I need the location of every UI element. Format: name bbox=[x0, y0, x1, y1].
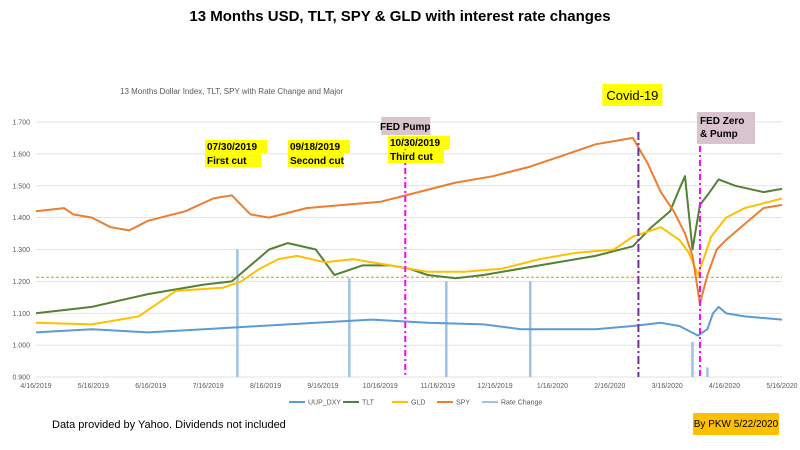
annotation-date: 10/30/2019 bbox=[390, 138, 440, 149]
series-line-spy bbox=[35, 136, 783, 305]
x-tick-label: 3/16/2020 bbox=[652, 383, 683, 390]
series-line-tlt bbox=[35, 175, 783, 315]
x-tick-label: 10/16/2019 bbox=[363, 383, 398, 390]
series-lines bbox=[35, 136, 783, 337]
y-tick-label: 1.200 bbox=[12, 279, 30, 286]
x-tick-label: 7/16/2019 bbox=[193, 383, 224, 390]
marker-label: FED Pump bbox=[380, 122, 431, 133]
annotation-text-bg bbox=[388, 150, 444, 163]
series-line-uup-dxy bbox=[35, 305, 783, 337]
y-tick-label: 1.000 bbox=[12, 343, 30, 350]
vertical-markers: FED Pump Covid-19 FED Zero & Pump bbox=[380, 84, 755, 377]
annotation-text: Second cut bbox=[290, 156, 345, 167]
y-tick-label: 1.300 bbox=[12, 247, 30, 254]
marker-label-bg bbox=[381, 117, 431, 135]
x-tick-label: 11/16/2019 bbox=[420, 383, 455, 390]
marker-label: FED Zero & Pump bbox=[700, 116, 744, 140]
legend-label: GLD bbox=[411, 400, 425, 407]
annotation-text: First cut bbox=[207, 156, 247, 167]
x-tick-label: 12/16/2019 bbox=[478, 383, 513, 390]
y-tick-label: 1.500 bbox=[12, 183, 30, 190]
y-axis-ticks: 0.900 1.000 1.100 1.200 1.300 1.400 1.500 1.600… bbox=[12, 120, 30, 382]
x-tick-label: 8/16/2019 bbox=[250, 383, 281, 390]
annotation-text-bg bbox=[205, 154, 261, 167]
annotation-date: 07/30/2019 bbox=[207, 142, 257, 153]
y-tick-label: 1.700 bbox=[12, 120, 30, 127]
author-badge: By PKW 5/22/2020 bbox=[693, 413, 779, 435]
marker-label: Covid-19 bbox=[606, 88, 658, 103]
y-tick-label: 0.900 bbox=[12, 375, 30, 382]
x-tick-label: 2/16/2020 bbox=[594, 383, 625, 390]
annotation-text: Third cut bbox=[390, 152, 433, 163]
marker-label-bg bbox=[602, 84, 663, 106]
x-axis-ticks: 4/16/2019 5/16/2019 6/16/2019 7/16/2019 8/16… bbox=[20, 383, 797, 390]
x-tick-label: 5/16/2020 bbox=[766, 383, 797, 390]
legend: UUP_DXY TLT GLD SPY Rate Change bbox=[289, 400, 542, 407]
x-tick-label: 6/16/2019 bbox=[135, 383, 166, 390]
legend-label: Rate Change bbox=[501, 400, 542, 407]
x-tick-label: 9/16/2019 bbox=[307, 383, 338, 390]
x-tick-label: 1/16/2020 bbox=[537, 383, 568, 390]
page-title: 13 Months USD, TLT, SPY & GLD with inter… bbox=[189, 8, 611, 25]
x-tick-label: 4/16/2019 bbox=[20, 383, 51, 390]
chart-title: 13 Months Dollar Index, TLT, SPY with Ra… bbox=[120, 87, 344, 96]
y-tick-label: 1.100 bbox=[12, 311, 30, 318]
legend-label: SPY bbox=[456, 400, 470, 407]
annotation-date-bg bbox=[205, 140, 267, 153]
annotation-date-bg bbox=[288, 140, 350, 153]
footer-note: Data provided by Yahoo. Dividends not in… bbox=[52, 419, 286, 431]
annotation-date-bg bbox=[388, 136, 450, 149]
annotation-date: 09/18/2019 bbox=[290, 142, 340, 153]
y-tick-label: 1.600 bbox=[12, 151, 30, 158]
annotation-text-bg bbox=[288, 154, 344, 167]
legend-label: TLT bbox=[362, 400, 375, 407]
x-tick-label: 4/16/2020 bbox=[709, 383, 740, 390]
marker-label-bg bbox=[696, 112, 755, 144]
annotations: 07/30/2019 First cut 09/18/2019 Second cut 1… bbox=[205, 136, 450, 167]
legend-label: UUP_DXY bbox=[308, 400, 341, 407]
y-tick-label: 1.400 bbox=[12, 215, 30, 222]
x-tick-label: 5/16/2019 bbox=[78, 383, 109, 390]
